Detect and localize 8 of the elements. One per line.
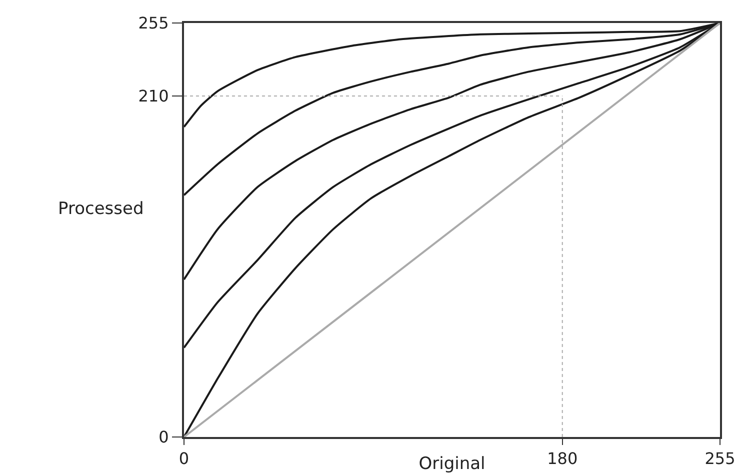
x-axis-title: Original [418,454,486,474]
y-tick-label: 210 [138,86,169,106]
y-tick-label: 0 [158,428,169,447]
x-tick-label: 0 [178,449,190,468]
y-axis-title: Processed [58,199,144,219]
y-tick-label: 255 [138,14,169,33]
x-tick-label: 255 [704,449,736,468]
x-tick-label: 180 [547,449,578,468]
